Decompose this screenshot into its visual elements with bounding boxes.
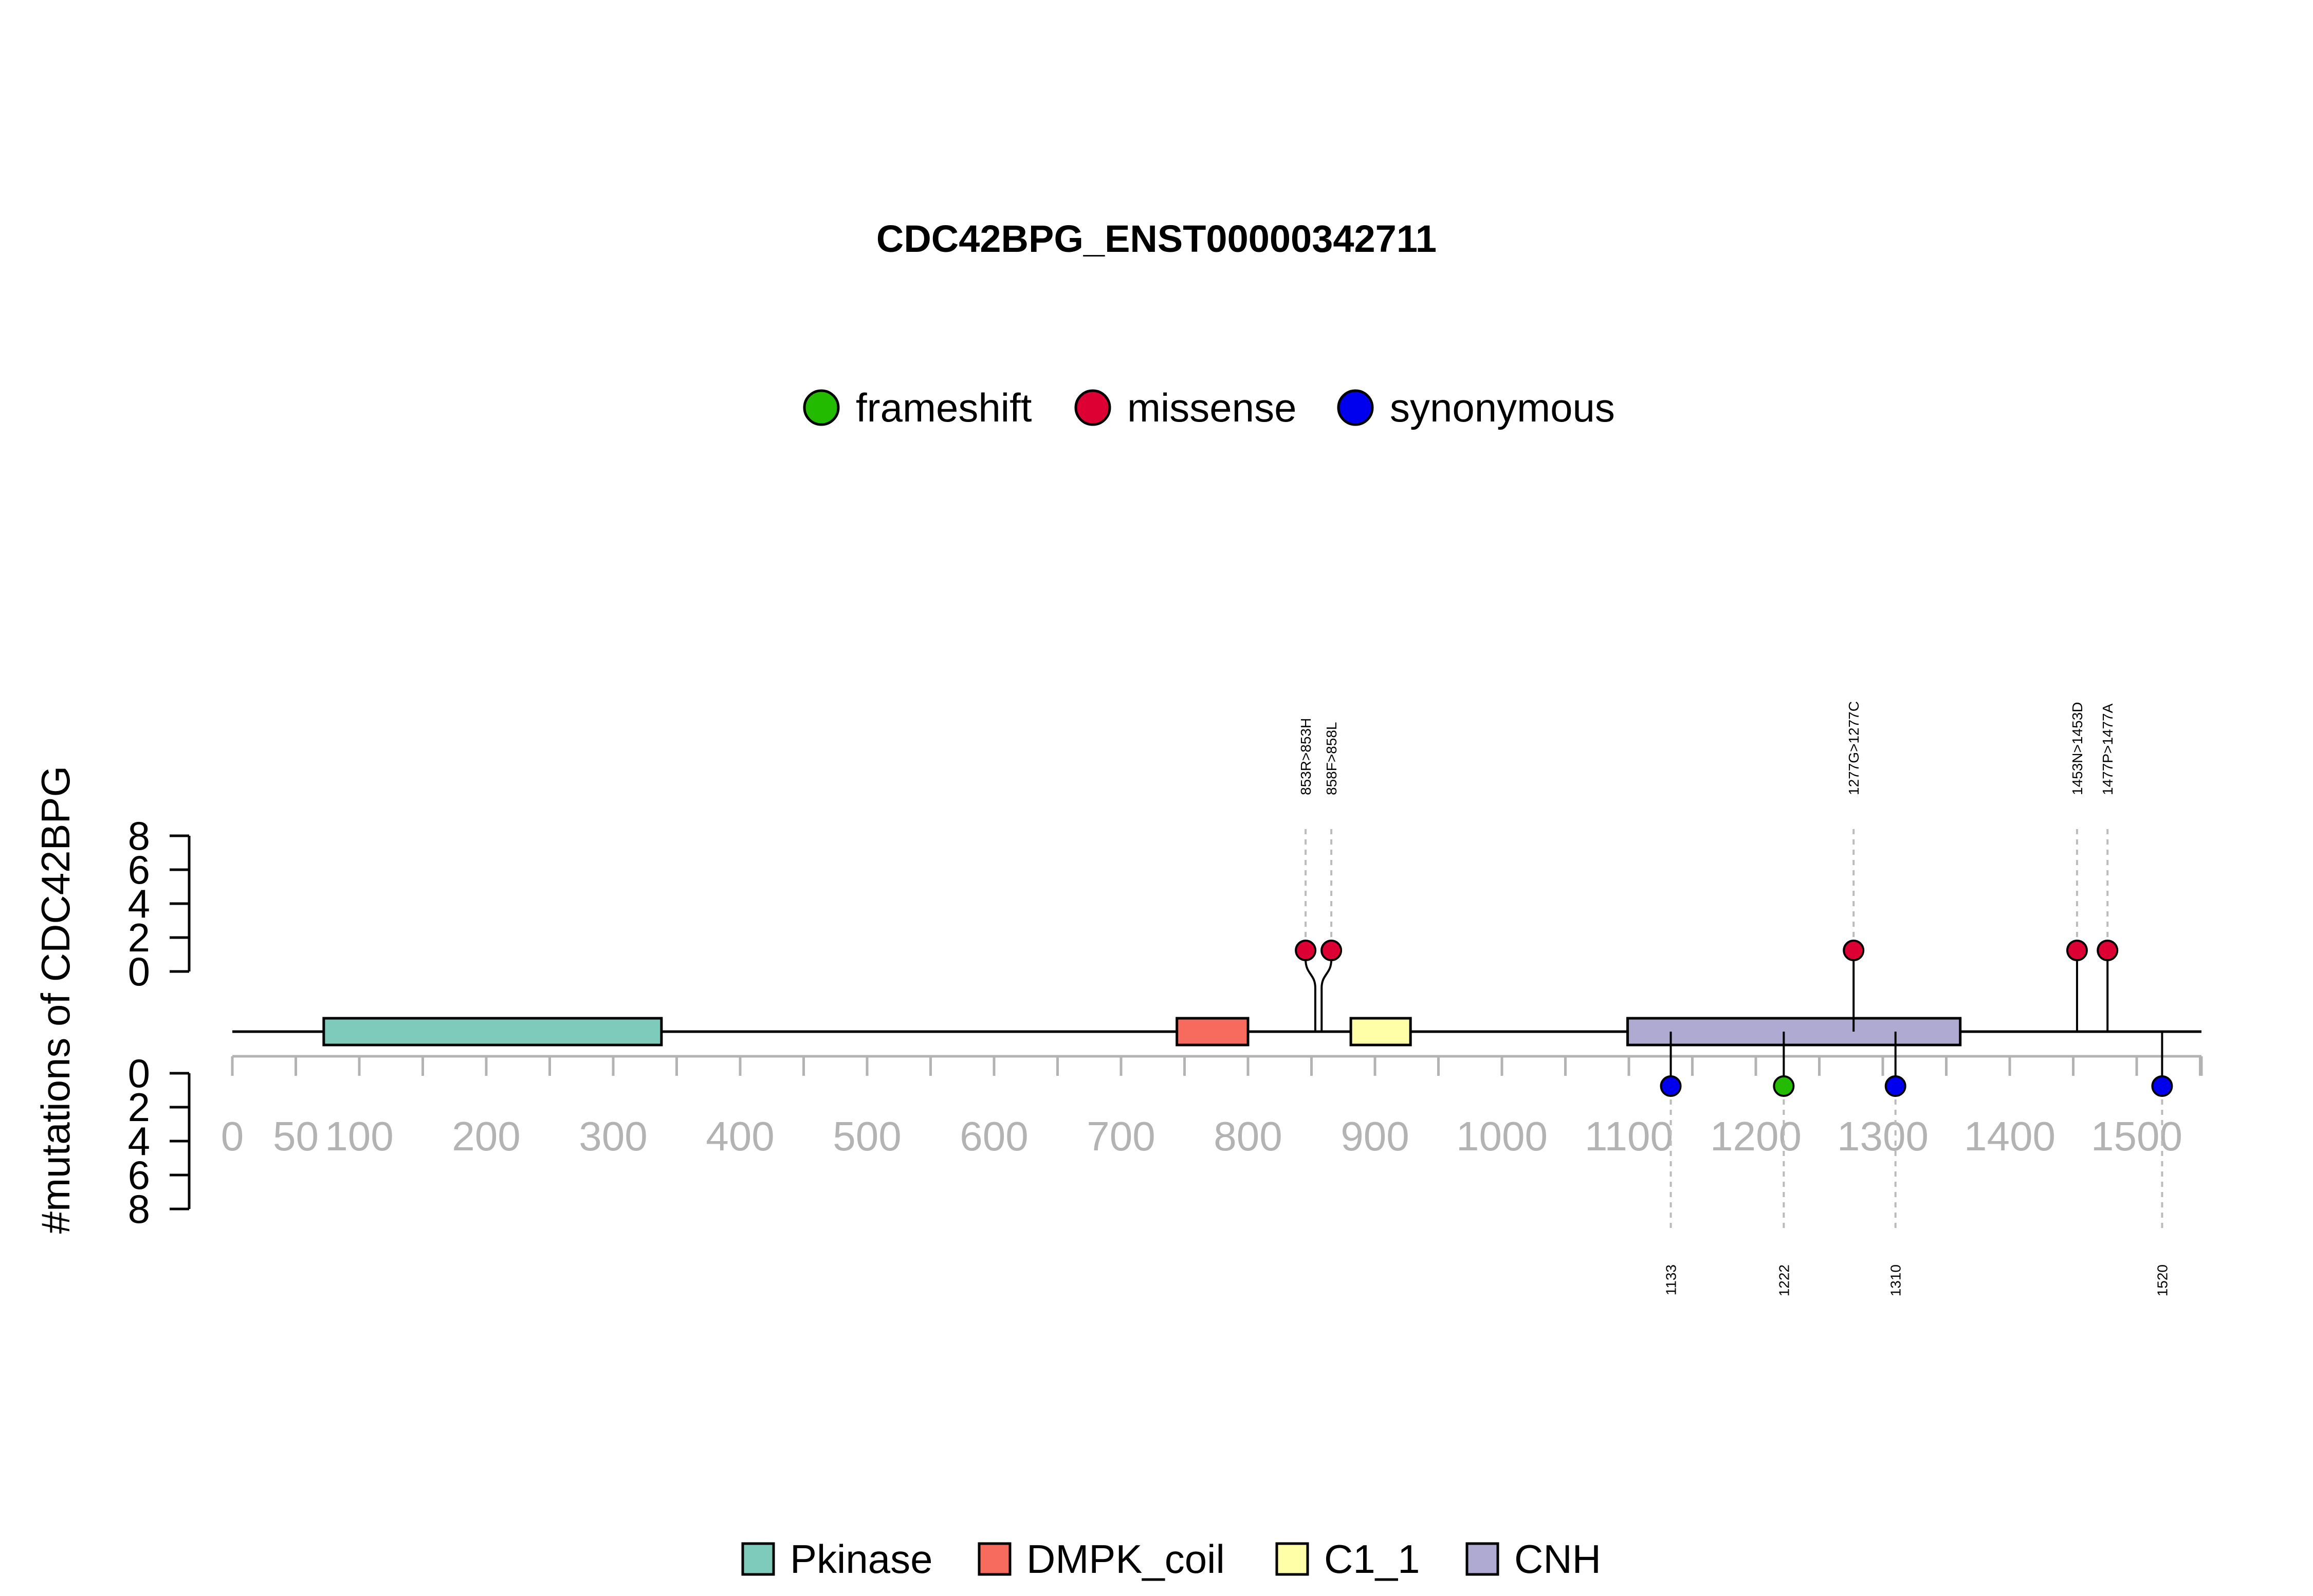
mutation-type-legend: frameshift missense synonymous (803, 385, 1615, 430)
marker-1222 (1773, 1075, 1795, 1097)
domain-legend-label-CNH: CNH (1514, 1536, 1601, 1582)
mutation-label-1277G>1277C: 1277G>1277C (1846, 701, 1862, 795)
stem-853R>853H (1305, 950, 1316, 1032)
x-tick-label-1200: 1200 (1710, 1113, 1802, 1159)
mutation-label-1222: 1222 (1776, 1264, 1792, 1296)
marker-1477P>1477A (2097, 940, 2119, 961)
mutation-label-853R>853H: 853R>853H (1298, 718, 1314, 795)
protein-domains (322, 1017, 1962, 1047)
y-tick-label-bottom-6: 6 (128, 1152, 150, 1198)
x-tick-label-200: 200 (452, 1113, 520, 1159)
domain-C1_1 (1349, 1017, 1412, 1047)
marker-853R>853H (1295, 940, 1317, 961)
domain-legend-label-C1_1: C1_1 (1324, 1536, 1420, 1582)
y-tick-label-top-4: 4 (128, 881, 150, 926)
domain-legend-swatch-C1_1 (1275, 1542, 1309, 1576)
x-tick-label-100: 100 (325, 1113, 393, 1159)
x-tick-label-700: 700 (1087, 1113, 1155, 1159)
mutation-label-1453N>1453D: 1453N>1453D (2069, 702, 2085, 795)
marker-1133 (1660, 1075, 1682, 1097)
x-tick-label-400: 400 (706, 1113, 774, 1159)
x-tick-label-600: 600 (960, 1113, 1028, 1159)
y-axis-label: #mutations of CDC42BPG (33, 766, 78, 1234)
marker-1277G>1277C (1843, 940, 1865, 961)
mutation-label-1310: 1310 (1888, 1264, 1904, 1296)
domain-DMPK_coil (1176, 1017, 1250, 1047)
marker-1310 (1884, 1075, 1906, 1097)
mutation-label-1520: 1520 (2154, 1264, 2170, 1296)
marker-1453N>1453D (2066, 940, 2088, 961)
y-tick-label-bottom-8: 8 (128, 1186, 150, 1232)
x-tick-label-800: 800 (1214, 1113, 1282, 1159)
x-tick-label-0: 0 (221, 1113, 244, 1159)
x-tick-label-1500: 1500 (2091, 1113, 2182, 1159)
mutations-bottom: 1133 1222 1310 1520 (1660, 1032, 2173, 1296)
y-tick-label-bottom-4: 4 (128, 1118, 150, 1164)
domain-CNH (1626, 1017, 1962, 1047)
y-tick-label-top-6: 6 (128, 847, 150, 892)
x-tick-label-1000: 1000 (1456, 1113, 1548, 1159)
legend-marker-missense (1074, 389, 1111, 426)
y-tick-label-top-8: 8 (128, 813, 150, 858)
x-tick-label-300: 300 (579, 1113, 647, 1159)
x-tick-label-1400: 1400 (1964, 1113, 2055, 1159)
domain-legend-label-Pkinase: Pkinase (790, 1536, 933, 1582)
domain-legend-swatch-DMPK_coil (978, 1542, 1012, 1576)
x-tick-label-900: 900 (1341, 1113, 1409, 1159)
domain-legend-swatch-Pkinase (741, 1542, 775, 1576)
mutations-top: 853R>853H 858F>858L 1277G>1277C 1453N>1453D… (1295, 701, 2119, 1032)
chart-title: CDC42BPG_ENST00000342711 (876, 217, 1437, 260)
y-tick-label-bottom-0: 0 (128, 1051, 150, 1096)
y-tick-label-top-0: 0 (128, 949, 150, 994)
domain-Pkinase (322, 1017, 663, 1047)
mutation-label-858F>858L: 858F>858L (1324, 722, 1339, 795)
y-tick-label-bottom-2: 2 (128, 1085, 150, 1130)
legend-marker-synonymous (1337, 389, 1374, 426)
domain-legend: Pkinase DMPK_coil C1_1 CNH (741, 1536, 1601, 1582)
mutation-label-1477P>1477A: 1477P>1477A (2100, 703, 2116, 795)
x-tick-label-1300: 1300 (1837, 1113, 1929, 1159)
y-tick-label-top-2: 2 (128, 915, 150, 960)
legend-label-frameshift: frameshift (856, 385, 1032, 430)
stem-858F>858L (1320, 950, 1333, 1032)
domain-legend-swatch-CNH (1465, 1542, 1499, 1576)
domain-legend-label-DMPK_coil: DMPK_coil (1026, 1536, 1225, 1582)
marker-1520 (2151, 1075, 2173, 1097)
x-tick-label-50: 50 (273, 1113, 319, 1159)
legend-label-synonymous: synonymous (1390, 385, 1615, 430)
x-tick-label-1100: 1100 (1585, 1113, 1673, 1159)
x-tick-label-500: 500 (833, 1113, 901, 1159)
legend-label-missense: missense (1127, 385, 1296, 430)
x-axis: 0 50 100 200 300 400 500 600 700 800 900 1000 1100 12… (221, 1055, 2203, 1159)
marker-858F>858L (1320, 940, 1343, 961)
mutation-label-1133: 1133 (1663, 1264, 1679, 1295)
legend-marker-frameshift (803, 389, 840, 426)
